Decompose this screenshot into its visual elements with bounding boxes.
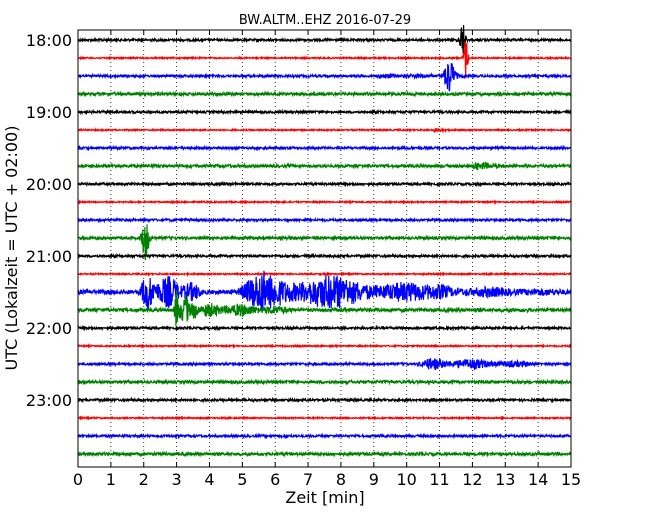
- trace-18-15: [77, 41, 572, 79]
- trace-20-45: [77, 224, 572, 261]
- y-tick-label-20-00: 20:00: [26, 175, 72, 194]
- seismic-traces: [77, 25, 572, 458]
- trace-23-15: [77, 414, 572, 421]
- x-tick-label-11: 11: [429, 470, 449, 489]
- y-tick-label-23-00: 23:00: [26, 391, 72, 410]
- x-tick-label-4: 4: [204, 470, 214, 489]
- x-tick-label-14: 14: [528, 470, 548, 489]
- x-tick-label-3: 3: [172, 470, 182, 489]
- trace-22-00: [77, 324, 572, 332]
- trace-20-30: [77, 216, 572, 224]
- x-tick-label-6: 6: [270, 470, 280, 489]
- trace-19-30: [77, 144, 572, 152]
- x-tick-label-15: 15: [561, 470, 581, 489]
- trace-23-30: [77, 432, 572, 440]
- x-tick-label-8: 8: [336, 470, 346, 489]
- y-axis-label: UTC (Lokalzeit = UTC + 02:00): [2, 126, 21, 371]
- x-tick-label-13: 13: [495, 470, 515, 489]
- trace-23-00: [77, 396, 572, 404]
- y-tick-label-18-00: 18:00: [26, 31, 72, 50]
- x-axis-label: Zeit [min]: [285, 488, 364, 507]
- y-tick-label-22-00: 22:00: [26, 319, 72, 338]
- x-tick-label-12: 12: [462, 470, 482, 489]
- trace-20-00: [77, 180, 572, 188]
- trace-21-30: [77, 270, 572, 311]
- trace-20-15: [77, 199, 572, 206]
- y-tick-label-19-00: 19:00: [26, 103, 72, 122]
- plot-frame: [77, 29, 572, 468]
- trace-18-00: [77, 25, 572, 54]
- vertical-grid: [110, 30, 539, 467]
- trace-19-15: [77, 126, 572, 134]
- trace-18-30: [77, 63, 572, 92]
- trace-23-45: [77, 450, 572, 458]
- trace-21-45: [77, 290, 572, 327]
- x-tick-label-7: 7: [303, 470, 313, 489]
- trace-21-15: [77, 270, 572, 277]
- trace-22-45: [77, 378, 572, 386]
- y-tick-label-21-00: 21:00: [26, 247, 72, 266]
- x-axis-ticks: 0 1 2 3 4 5 6 7 8 9 10 11 12 13 14 15: [73, 30, 581, 489]
- trace-18-45: [77, 90, 572, 98]
- trace-22-30: [77, 357, 572, 371]
- x-tick-label-9: 9: [369, 470, 379, 489]
- x-tick-label-1: 1: [106, 470, 116, 489]
- y-axis-ticks: 18:00 19:00 20:00 21:00 22:00 23:00: [26, 31, 571, 410]
- trace-22-15: [77, 343, 572, 350]
- x-tick-label-0: 0: [73, 470, 83, 489]
- trace-19-45: [77, 161, 572, 171]
- trace-21-00: [77, 252, 572, 260]
- trace-19-00: [77, 108, 572, 116]
- x-tick-label-5: 5: [237, 470, 247, 489]
- chart-title: BW.ALTM..EHZ 2016-07-29: [239, 13, 411, 28]
- x-tick-label-2: 2: [139, 470, 149, 489]
- x-tick-label-10: 10: [396, 470, 416, 489]
